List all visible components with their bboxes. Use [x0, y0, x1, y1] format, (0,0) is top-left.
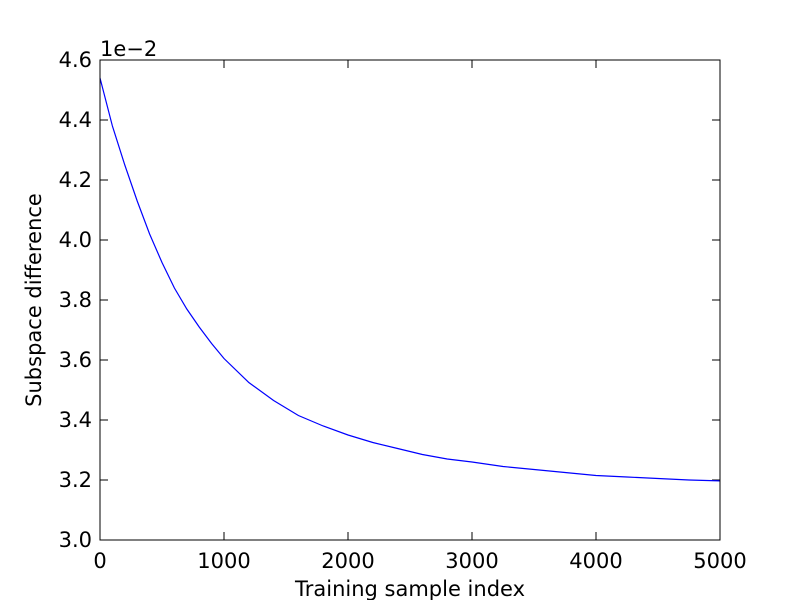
y-tick-label: 3.0: [59, 528, 92, 552]
x-tick-label: 5000: [693, 549, 746, 573]
x-axis-label: Training sample index: [294, 577, 525, 600]
y-tick-label: 4.4: [59, 108, 92, 132]
y-tick-label: 4.6: [59, 48, 92, 72]
series-layer: [99, 77, 721, 482]
y-tick-label: 3.6: [59, 348, 92, 372]
ticks-layer: [99, 59, 721, 541]
x-tick-label: 0: [93, 549, 106, 573]
x-tick-label: 4000: [569, 549, 622, 573]
y-offset-label: 1e−2: [100, 37, 157, 61]
x-tick-labels: 0 1000 2000 3000 4000 5000: [93, 549, 746, 573]
y-tick-label: 3.8: [59, 288, 92, 312]
series-line: [99, 77, 721, 482]
x-tick-label: 3000: [445, 549, 498, 573]
y-tick-label: 3.4: [59, 408, 92, 432]
y-tick-label: 4.0: [59, 228, 92, 252]
x-tick-label: 2000: [321, 549, 374, 573]
y-tick-label: 4.2: [59, 168, 92, 192]
x-tick-label: 1000: [197, 549, 250, 573]
y-tick-label: 3.2: [59, 468, 92, 492]
y-tick-labels: 3.0 3.2 3.4 3.6 3.8 4.0 4.2 4.4 4.6: [59, 48, 92, 552]
plot-frame: [99, 59, 721, 541]
y-axis-label: Subspace difference: [22, 193, 46, 407]
